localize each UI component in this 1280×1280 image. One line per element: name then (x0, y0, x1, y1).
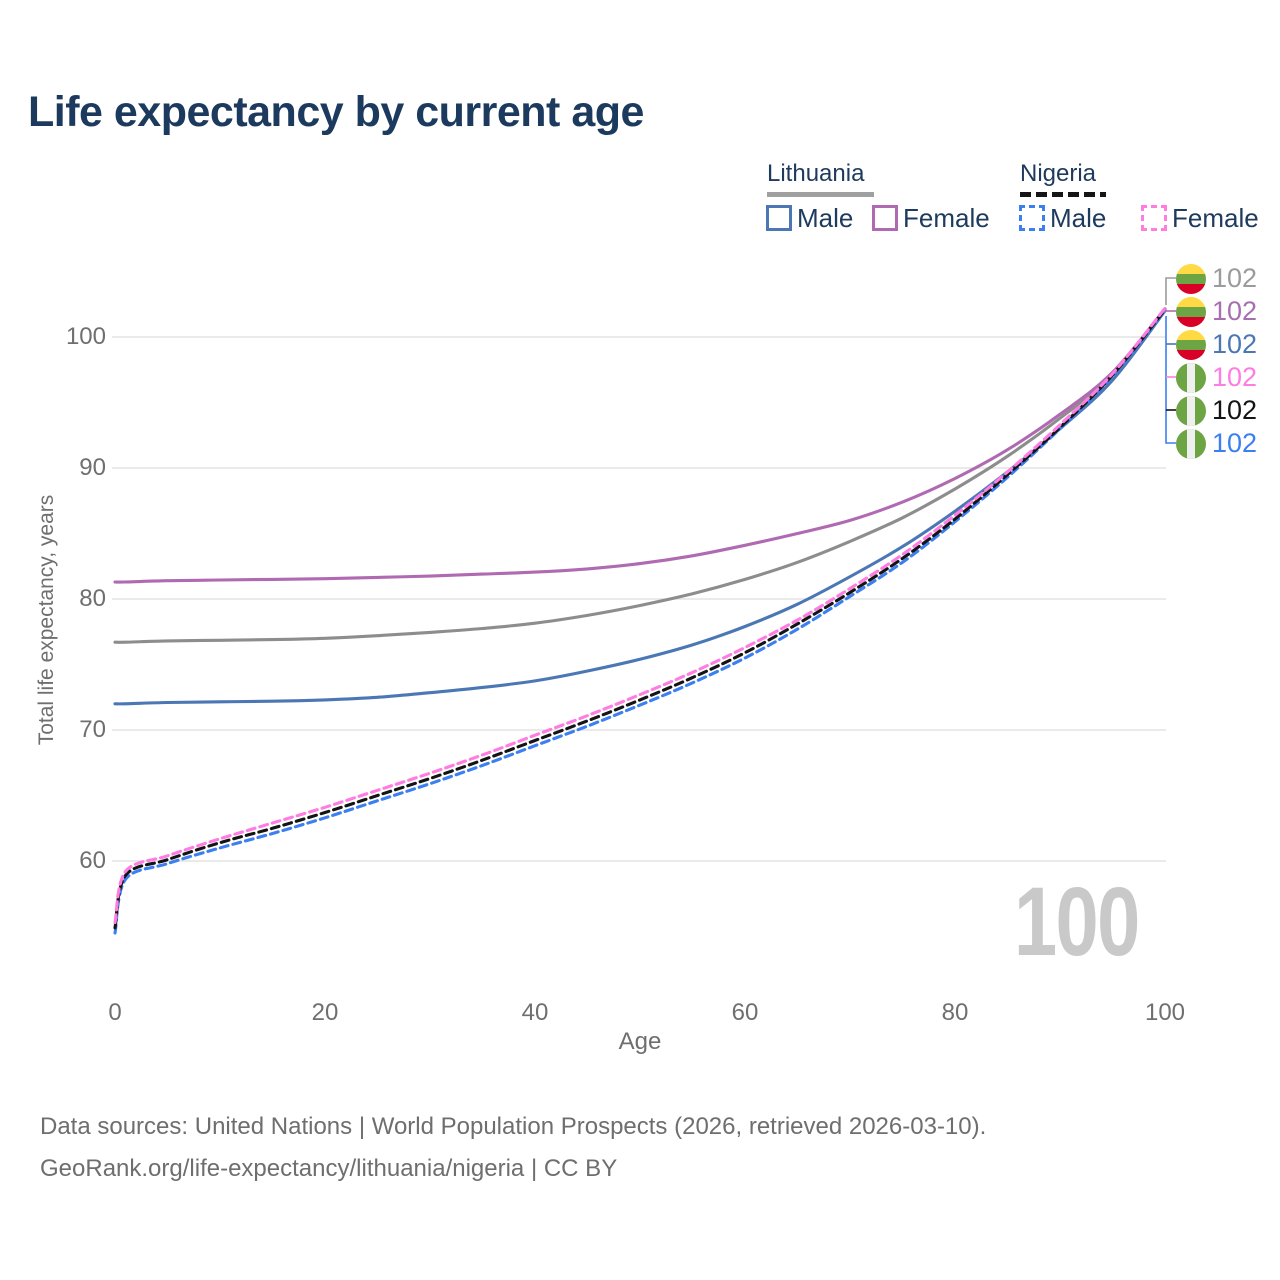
series-line-lithuania-both (113, 307, 1167, 644)
legend-item-nigeria-female[interactable]: Female (1141, 202, 1259, 233)
y-axis-title: Total life expectancy, years (35, 494, 58, 746)
age-watermark: 100 (1014, 867, 1140, 976)
series-line-lithuania-male (113, 309, 1167, 706)
end-label-value: 102 (1212, 428, 1258, 458)
end-label-nigeria-both: 102 (1176, 395, 1257, 426)
end-label-nigeria-female: 102 (1176, 362, 1257, 393)
x-tick-label-80: 80 (941, 999, 969, 1026)
x-tick-label-100: 100 (1144, 999, 1186, 1026)
legend-item-label: Female (903, 202, 990, 233)
lithuania-solid-line-key (767, 192, 874, 197)
legend-item-label: Female (1172, 202, 1259, 233)
lithuania-flag-icon (1176, 263, 1206, 294)
x-tick-label-60: 60 (731, 999, 759, 1026)
series-line-nigeria-male (113, 309, 1167, 935)
nigeria-male-swatch-icon (1019, 205, 1045, 231)
nigeria-flag-icon (1176, 395, 1206, 426)
y-tick-label-70: 70 (79, 716, 106, 743)
lithuania-male-swatch-icon (766, 205, 792, 231)
lithuania-flag-icon (1176, 329, 1206, 360)
y-tick-label-80: 80 (79, 585, 106, 612)
x-tick-label-0: 0 (108, 999, 122, 1026)
nigeria-female-swatch-icon (1141, 205, 1167, 231)
x-axis-title: Age (618, 1028, 662, 1055)
end-label-value: 102 (1212, 395, 1258, 425)
x-tick-label-40: 40 (521, 999, 549, 1026)
legend-country-lithuania[interactable]: Lithuania (767, 160, 865, 187)
legend-item-label: Male (1050, 202, 1107, 233)
y-tick-label-90: 90 (79, 454, 106, 481)
legend-item-lithuania-male[interactable]: Male (766, 202, 854, 233)
attribution-line: GeoRank.org/life-expectancy/lithuania/ni… (40, 1155, 618, 1182)
lithuania-flag-icon (1176, 296, 1206, 327)
end-label-value: 102 (1212, 362, 1258, 392)
legend-item-label: Male (797, 202, 854, 233)
lithuania-female-swatch-icon (872, 205, 898, 231)
series-line-nigeria-female (113, 306, 1167, 925)
end-label-nigeria-male: 102 (1176, 428, 1257, 459)
end-label-lithuania-male: 102 (1176, 329, 1257, 360)
nigeria-flag-icon (1176, 362, 1206, 393)
data-sources-line: Data sources: United Nations | World Pop… (40, 1113, 987, 1140)
end-label-value: 102 (1212, 329, 1258, 359)
footer: Data sources: United Nations | World Pop… (40, 1106, 986, 1190)
nigeria-flag-icon (1176, 428, 1206, 459)
end-label-lithuania-both: 102 (1176, 263, 1257, 294)
y-tick-label-100: 100 (65, 323, 106, 350)
page-title: Life expectancy by current age (28, 88, 644, 136)
legend-item-nigeria-male[interactable]: Male (1019, 202, 1107, 233)
end-label-leader-line (1165, 277, 1176, 305)
legend-item-lithuania-female[interactable]: Female (872, 202, 990, 233)
end-label-lithuania-female: 102 (1176, 296, 1257, 327)
legend-country-nigeria[interactable]: Nigeria (1020, 160, 1097, 187)
y-tick-label-60: 60 (79, 847, 106, 874)
series-line-lithuania-female (113, 307, 1167, 584)
end-label-leader-line (1165, 316, 1176, 444)
nigeria-dashed-line-key (1020, 192, 1106, 197)
series-line-nigeria-both (113, 307, 1167, 930)
end-label-value: 102 (1212, 296, 1258, 326)
x-tick-label-20: 20 (311, 999, 339, 1026)
end-label-value: 102 (1212, 263, 1258, 293)
